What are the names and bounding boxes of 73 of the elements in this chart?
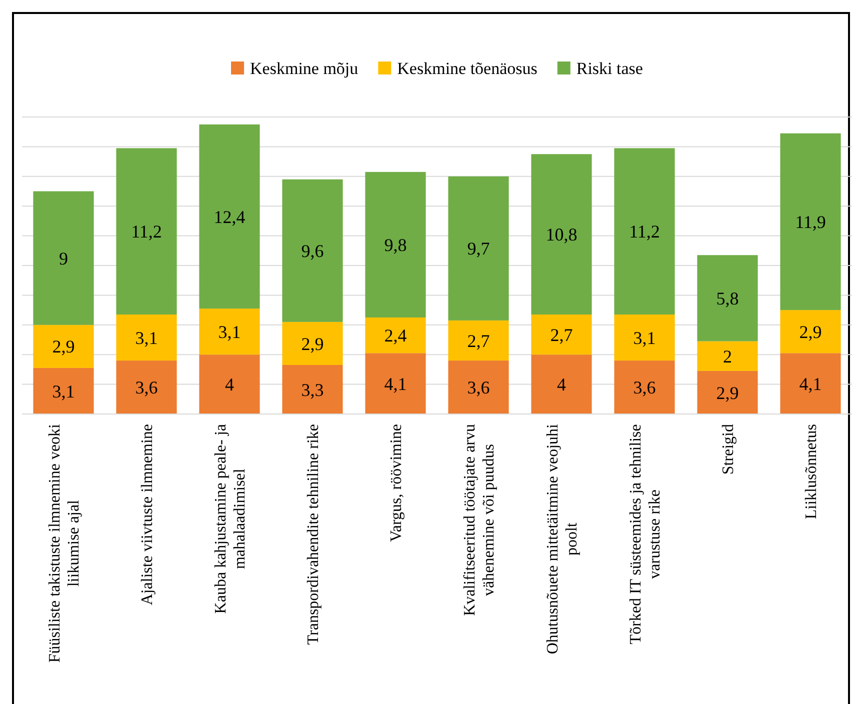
data-label: 3,1 — [633, 328, 656, 348]
data-label: 12,4 — [214, 206, 246, 227]
x-tick-label: Kauba kahjustamine peale- ja mahalaadimisel — [212, 424, 249, 614]
bar — [697, 370, 758, 414]
bar — [448, 176, 509, 320]
data-label: 4,1 — [799, 374, 822, 394]
bar — [531, 314, 592, 355]
data-label: 10,8 — [546, 224, 578, 245]
bar — [199, 354, 260, 414]
data-label: 3,6 — [467, 378, 490, 398]
bar — [282, 364, 343, 414]
x-tick-label: Streigid — [720, 424, 738, 475]
data-label: 9,6 — [301, 240, 324, 261]
data-label: 9 — [59, 248, 68, 268]
data-label: 3,3 — [301, 380, 324, 400]
data-label: 3,6 — [135, 378, 158, 398]
bar — [448, 360, 509, 414]
bar — [116, 360, 177, 414]
bar — [448, 320, 509, 361]
data-label: 5,8 — [716, 288, 739, 308]
legend-label: Keskmine mõju — [250, 58, 359, 78]
bar — [780, 310, 841, 354]
data-label: 11,2 — [131, 222, 162, 242]
data-label: 11,2 — [629, 222, 660, 242]
bar — [282, 179, 343, 322]
data-label: 2,9 — [52, 336, 75, 357]
bar — [614, 314, 675, 361]
x-tick-label: Ajaliste viivtuste ilmnemine — [139, 424, 156, 606]
data-label: 2,4 — [384, 326, 407, 346]
data-label: 2,9 — [301, 334, 324, 354]
bar — [199, 308, 260, 355]
data-label: 2 — [723, 346, 732, 366]
bar — [531, 354, 592, 414]
bar — [697, 341, 758, 371]
bar — [33, 324, 94, 368]
x-tick-label: Vargus, röövimine — [388, 424, 406, 542]
bar — [365, 317, 426, 354]
data-label: 9,7 — [467, 238, 490, 259]
bar — [780, 133, 841, 310]
data-label: 2,7 — [550, 324, 573, 345]
x-tick-label: Ohutusnõuete mittetäitmine veojuhi poolt — [544, 423, 581, 654]
bar — [614, 360, 675, 414]
data-label: 3,1 — [135, 328, 158, 348]
bar — [365, 353, 426, 414]
bar — [116, 314, 177, 361]
data-label: 3,1 — [52, 381, 75, 402]
data-label: 4 — [225, 374, 234, 395]
data-label: 2,7 — [467, 330, 490, 351]
data-label: 4 — [557, 374, 566, 395]
x-tick-label: Liiklusõnnetus — [803, 424, 820, 520]
bar — [365, 172, 426, 318]
data-label: 2,9 — [799, 322, 822, 342]
data-label: 2,9 — [716, 382, 739, 403]
bar — [199, 124, 260, 309]
data-label: 3,1 — [218, 322, 241, 342]
data-label: 9,8 — [384, 235, 407, 256]
x-tick-label: Transpordivahendite tehniline rike — [305, 424, 322, 645]
bar — [116, 148, 177, 315]
bar — [614, 148, 675, 315]
bar — [282, 322, 343, 365]
legend-label: Riski tase — [576, 58, 643, 78]
legend-label: Keskmine tõenäosus — [397, 58, 538, 78]
bar — [780, 353, 841, 414]
data-label: 4,1 — [384, 374, 407, 394]
x-tick-label: Kvalifitseeritud töötajate arvu vähenemine või puudus — [462, 424, 498, 616]
bar — [531, 154, 592, 315]
x-tick-label: Füüsiliste takistuste ilmnemine veoki liikumise ajal — [46, 423, 83, 663]
data-label: 3,6 — [633, 378, 656, 398]
bar — [697, 255, 758, 342]
bar — [33, 191, 94, 325]
bar — [33, 368, 94, 414]
x-tick-label: Tõrked IT süsteemides ja tehnilise varustuse rike — [628, 424, 664, 644]
data-label: 11,9 — [795, 212, 826, 232]
